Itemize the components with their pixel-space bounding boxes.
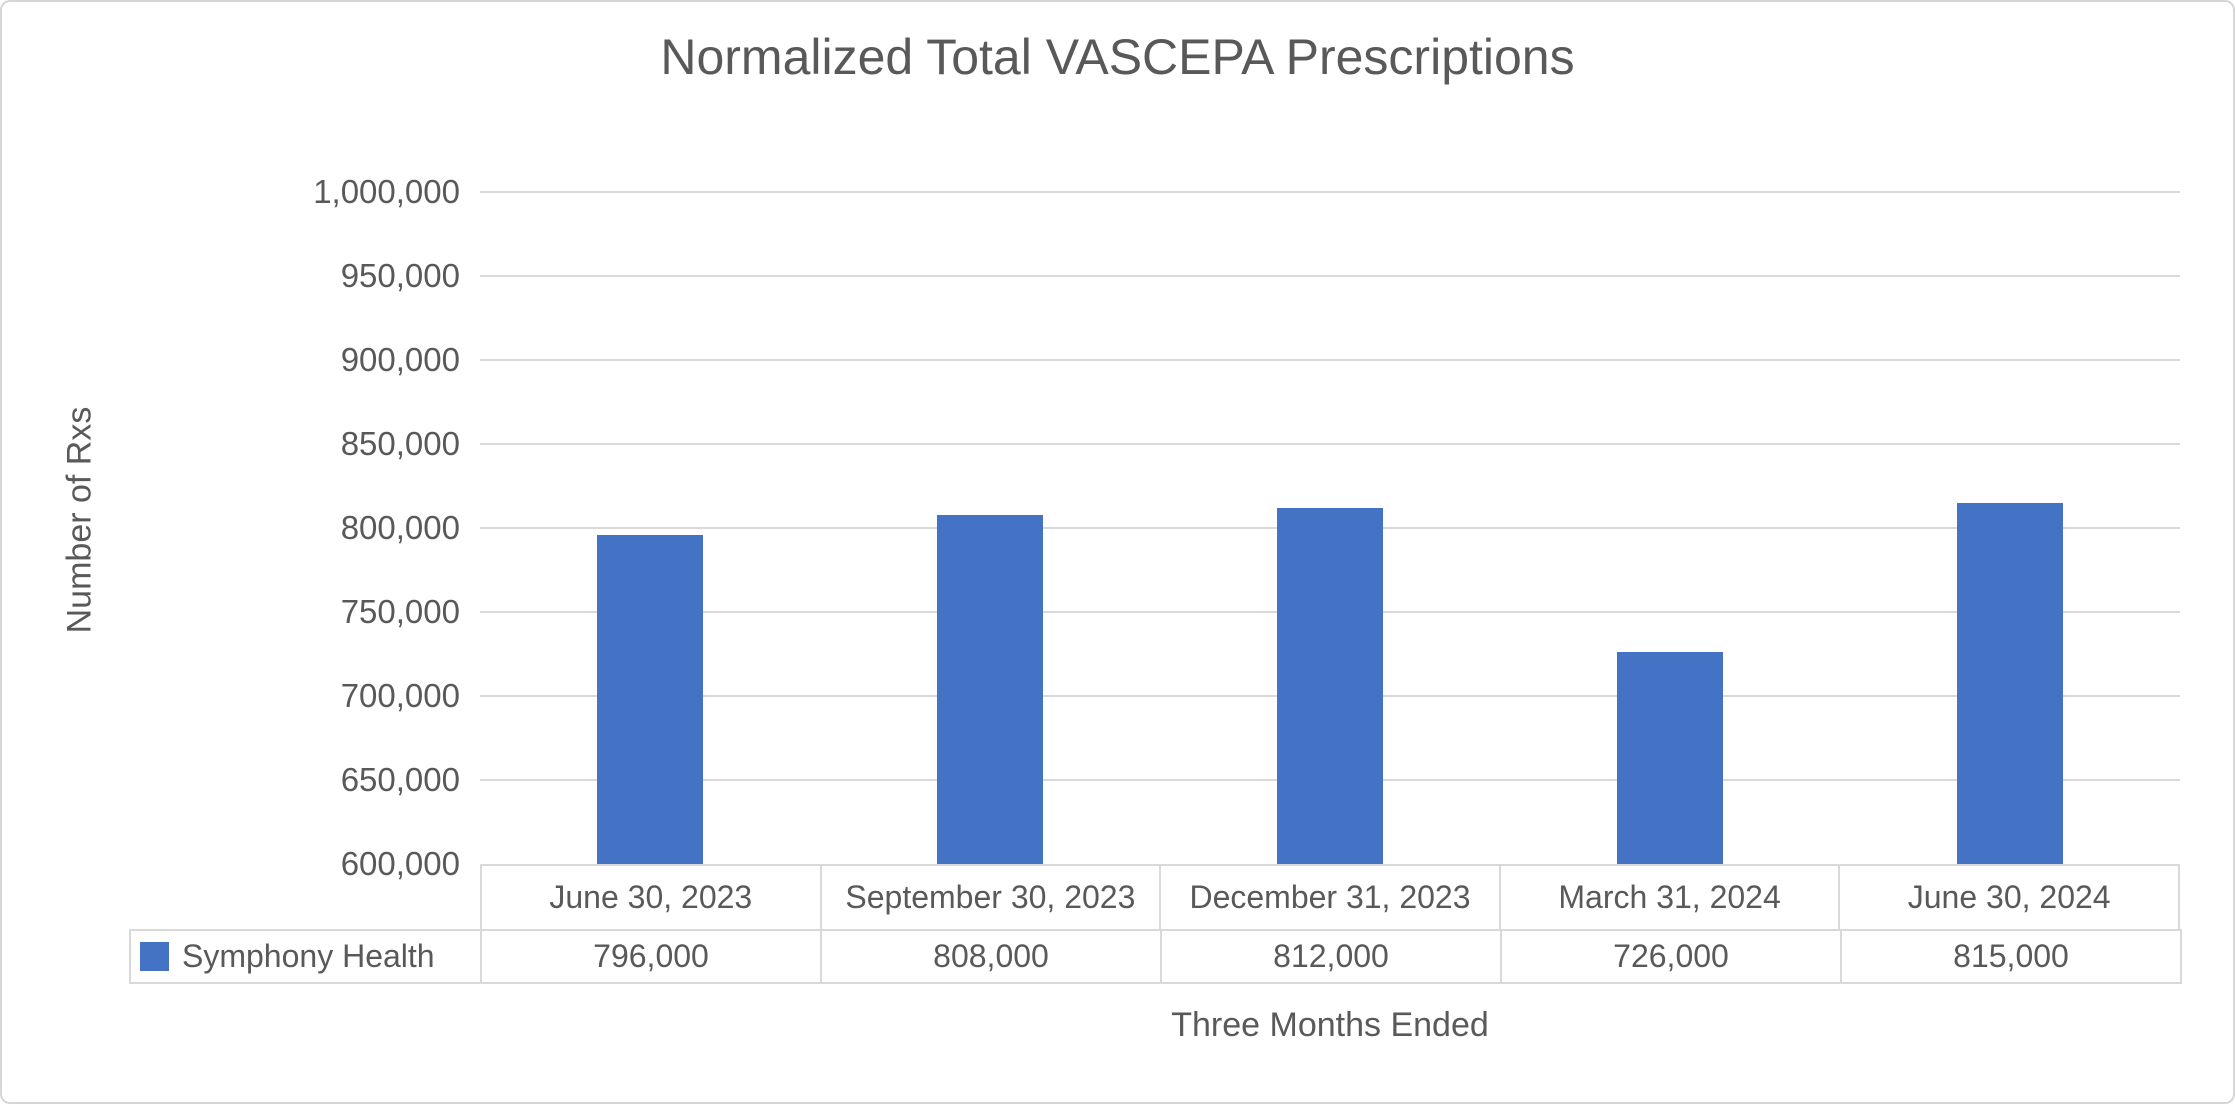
y-tick-label: 1,000,000 [313, 173, 460, 210]
bar-5 [1957, 502, 2063, 864]
legend-cell: Symphony Health [131, 931, 480, 982]
y-gridline [480, 359, 2180, 361]
table-header-cell: March 31, 2024 [1498, 866, 1839, 929]
bar-2 [937, 514, 1043, 864]
y-axis-title: Number of Rxs [60, 406, 99, 634]
legend-label: Symphony Health [182, 938, 435, 974]
table-header-cell: December 31, 2023 [1159, 866, 1499, 929]
y-tick-label: 650,000 [340, 761, 460, 798]
y-gridline [480, 191, 2180, 193]
table-value-cell: 808,000 [820, 931, 1160, 982]
y-tick-label: 950,000 [340, 257, 460, 294]
y-gridline [480, 275, 2180, 277]
bar-4 [1617, 652, 1723, 864]
bar-3 [1277, 507, 1383, 864]
y-tick-label: 800,000 [340, 509, 460, 546]
y-tick-label: 900,000 [340, 341, 460, 378]
table-value-cell: 815,000 [1840, 931, 2180, 982]
y-tick-label: 700,000 [340, 677, 460, 714]
bar-1 [597, 534, 703, 864]
data-table-value-row: Symphony Health 796,000 808,000 812,000 726… [129, 929, 2182, 984]
table-header-cell: June 30, 2023 [480, 866, 820, 929]
y-tick-label: 850,000 [340, 425, 460, 462]
x-axis-title: Three Months Ended [1171, 1006, 1489, 1044]
table-header-cell: September 30, 2023 [819, 866, 1160, 929]
table-value-cell: 796,000 [480, 931, 820, 982]
y-tick-label: 600,000 [340, 845, 460, 882]
y-tick-label: 750,000 [340, 593, 460, 630]
data-table-header-row: June 30, 2023 September 30, 2023 December … [480, 864, 2180, 929]
table-header-cell: June 30, 2024 [1838, 866, 2180, 929]
chart-title: Normalized Total VASCEPA Prescriptions [660, 29, 1575, 85]
table-value-cell: 726,000 [1500, 931, 1840, 982]
legend-swatch-icon [140, 942, 169, 971]
table-value-cell: 812,000 [1160, 931, 1500, 982]
y-gridline [480, 443, 2180, 445]
